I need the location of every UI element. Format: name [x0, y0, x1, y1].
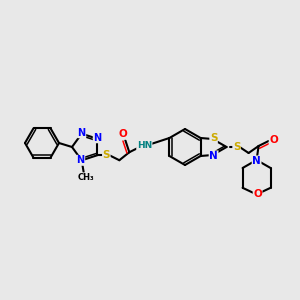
Text: S: S: [233, 142, 240, 152]
Text: N: N: [78, 128, 86, 138]
Text: N: N: [209, 151, 218, 161]
Text: S: S: [103, 150, 110, 160]
Text: N: N: [252, 156, 261, 166]
Text: N: N: [93, 133, 101, 143]
Text: O: O: [269, 135, 278, 145]
Text: N: N: [76, 155, 85, 165]
Text: S: S: [210, 133, 217, 143]
Text: O: O: [253, 189, 262, 200]
Text: O: O: [119, 129, 128, 139]
Text: CH₃: CH₃: [77, 173, 94, 182]
Text: HN: HN: [137, 141, 152, 150]
